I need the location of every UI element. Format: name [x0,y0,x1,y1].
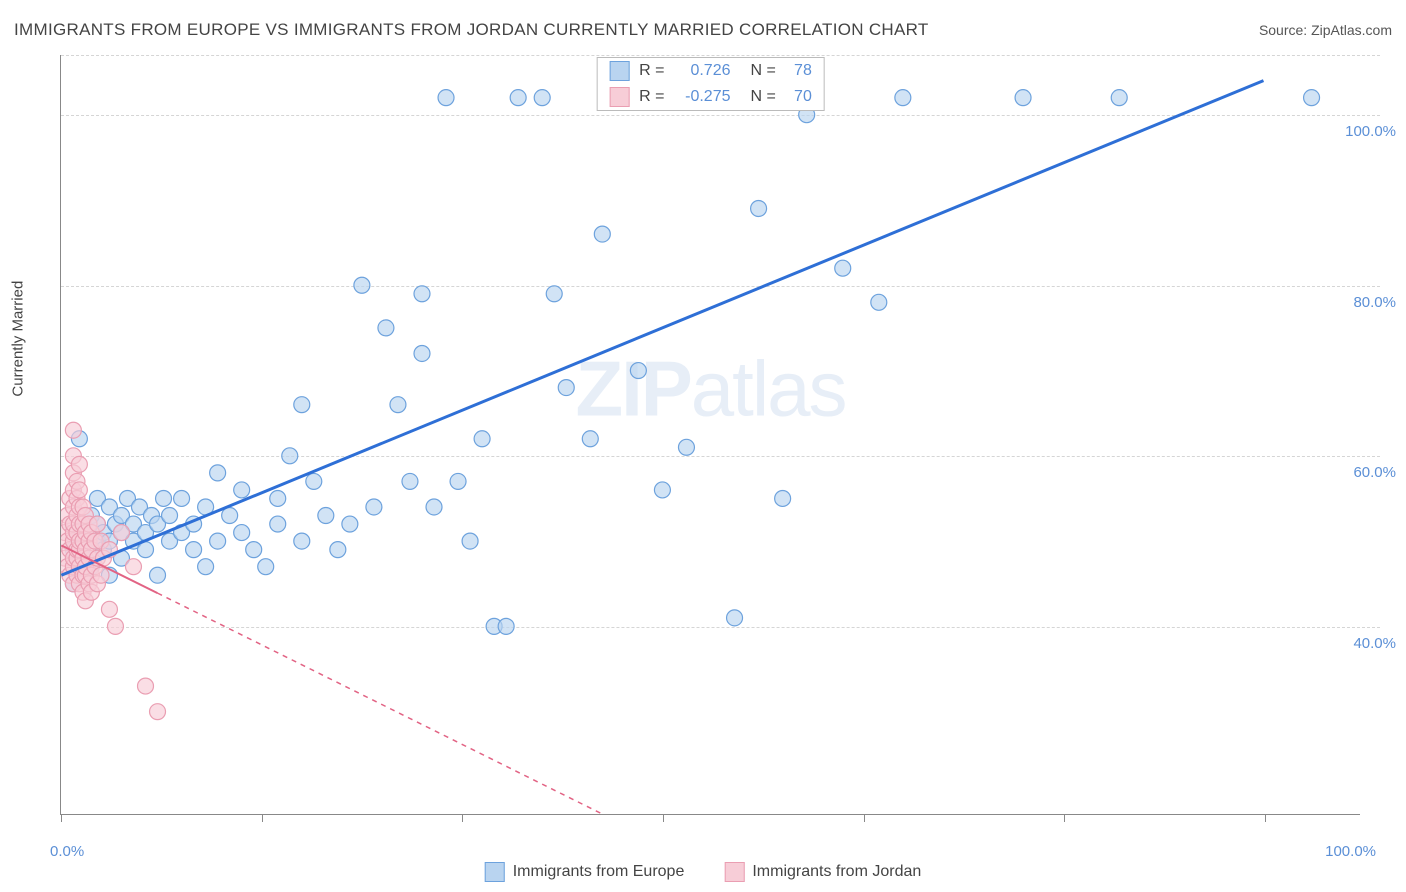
legend-row-europe: R = 0.726 N = 78 [597,58,824,84]
legend-row-jordan: R = -0.275 N = 70 [597,84,824,110]
r-value: -0.275 [671,88,731,106]
plot-area: ZIPatlas R = 0.726 N = 78 R = -0.275 N =… [60,55,1360,815]
swatch-icon [485,862,505,882]
series-legend: Immigrants from Europe Immigrants from J… [485,862,922,882]
chart-header: IMMIGRANTS FROM EUROPE VS IMMIGRANTS FRO… [14,20,1392,40]
r-label: R = [639,62,664,80]
r-label: R = [639,88,664,106]
x-axis-max: 100.0% [1325,843,1376,860]
legend-item-jordan: Immigrants from Jordan [724,862,921,882]
legend-label: Immigrants from Jordan [752,863,921,881]
n-label: N = [751,62,776,80]
x-axis-min: 0.0% [50,843,84,860]
swatch-icon [609,87,629,107]
r-value: 0.726 [671,62,731,80]
correlation-legend: R = 0.726 N = 78 R = -0.275 N = 70 [596,57,825,111]
n-label: N = [751,88,776,106]
n-value: 70 [782,88,812,106]
n-value: 78 [782,62,812,80]
scatter-svg [61,55,1360,814]
chart-source: Source: ZipAtlas.com [1259,22,1392,38]
swatch-icon [724,862,744,882]
chart-title: IMMIGRANTS FROM EUROPE VS IMMIGRANTS FRO… [14,20,929,40]
legend-label: Immigrants from Europe [513,863,685,881]
y-axis-label: Currently Married [10,281,27,397]
legend-item-europe: Immigrants from Europe [485,862,685,882]
swatch-icon [609,61,629,81]
